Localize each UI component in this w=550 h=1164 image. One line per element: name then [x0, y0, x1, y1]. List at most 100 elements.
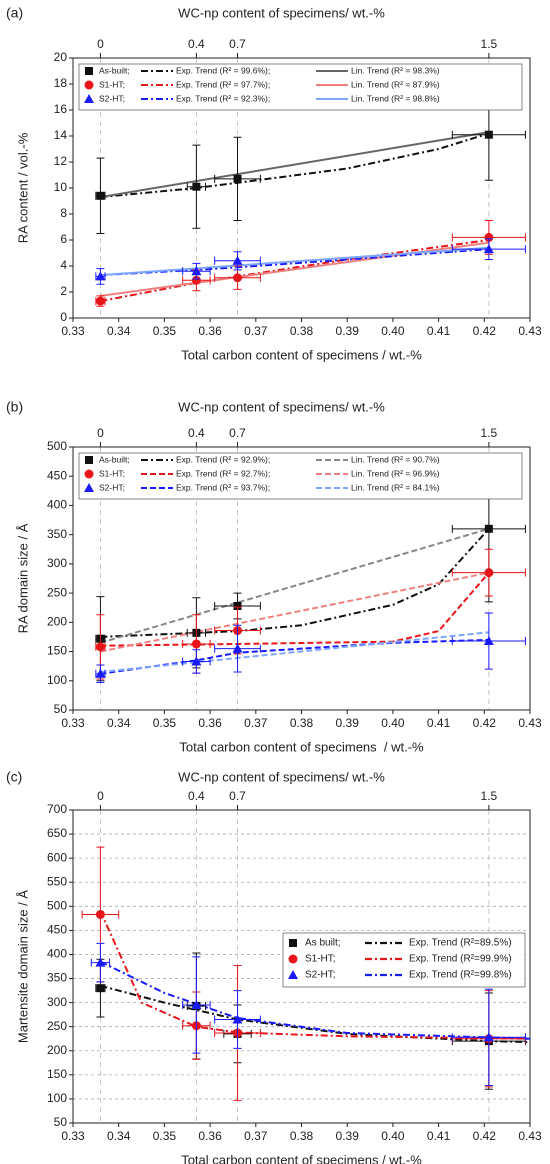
marker [483, 636, 494, 646]
y-tick-label: 200 [47, 615, 67, 629]
legend-label: Exp. Trend (R²=89.5%) [409, 938, 512, 949]
legend-label: S1-HT; [305, 954, 336, 965]
y-tick-label: 700 [47, 802, 67, 816]
legend-label: As built; [305, 938, 341, 949]
legend-label: S1-HT; [99, 79, 125, 89]
marker [233, 601, 242, 610]
x-tick-label: 0.41 [427, 716, 451, 730]
y-tick-label: 350 [47, 527, 67, 541]
marker [95, 668, 106, 678]
marker [96, 191, 105, 200]
marker [84, 483, 94, 492]
top-tick-label: 0.4 [188, 426, 205, 440]
marker [84, 94, 94, 103]
y-tick-label: 250 [47, 1019, 67, 1033]
legend-label: As-built; [99, 65, 130, 75]
y-tick-label: 16 [54, 102, 68, 116]
x-tick-label: 0.35 [153, 716, 177, 730]
top-tick-label: 0 [97, 789, 104, 803]
legend-label: S1-HT; [99, 468, 125, 478]
legend-label: Exp. Trend (R²=99.9%) [409, 954, 512, 965]
y-tick-label: 600 [47, 850, 67, 864]
y-tick-label: 18 [54, 76, 68, 90]
y-tick-label: 100 [47, 1091, 67, 1105]
legend: As built; Exp. Trend (R²=89.5%) S1-HT; Exp.… [282, 932, 526, 988]
y-tick-label: 4 [60, 258, 67, 272]
legend-label: Lin. Trend (R² = 90.7%) [351, 454, 440, 464]
x-tick-label: 0.34 [107, 324, 131, 338]
x-tick-label: 0.38 [290, 1129, 314, 1143]
trend-line [100, 631, 489, 674]
top-tick-label: 1.5 [481, 789, 498, 803]
x-tick-label: 0.43 [518, 324, 542, 338]
y-axis-title: RA content / vol.-% [15, 132, 30, 243]
y-tick-label: 150 [47, 1067, 67, 1081]
x-axis-title: Total carbon content of specimens / wt.-… [179, 739, 424, 754]
trend-line [100, 571, 490, 653]
legend-label: Lin. Trend (R² = 87.9%) [351, 79, 440, 89]
y-tick-label: 500 [47, 439, 67, 453]
marker [84, 469, 94, 479]
marker [288, 954, 298, 964]
marker [95, 296, 105, 306]
top-axis-title: WC-np content of specimens/ wt.-% [178, 769, 385, 784]
legend-label: S2-HT; [99, 93, 125, 103]
marker [192, 182, 201, 191]
marker [95, 909, 105, 919]
trend-line [100, 527, 490, 644]
marker [232, 255, 243, 265]
x-tick-label: 0.40 [381, 716, 405, 730]
x-tick-label: 0.33 [61, 716, 85, 730]
trend-line [100, 246, 489, 277]
trend-line [99, 960, 531, 1040]
marker [484, 524, 493, 533]
x-tick-label: 0.36 [198, 324, 222, 338]
y-tick-label: 400 [47, 498, 67, 512]
legend: As-built; Exp. Trend (R² = 92.9%); Lin. Tr… [78, 452, 523, 500]
legend-label: Exp. Trend (R² = 92.7%); [176, 468, 270, 478]
y-tick-label: 500 [47, 898, 67, 912]
y-tick-label: 650 [47, 826, 67, 840]
x-tick-label: 0.41 [427, 324, 451, 338]
x-tick-label: 0.35 [153, 324, 177, 338]
x-tick-label: 0.37 [244, 716, 268, 730]
x-tick-label: 0.38 [290, 716, 314, 730]
y-tick-label: 200 [47, 1043, 67, 1057]
legend-label: S2-HT; [99, 482, 125, 492]
y-tick-label: 450 [47, 923, 67, 937]
y-tick-label: 10 [54, 180, 68, 194]
x-tick-label: 0.40 [381, 1129, 405, 1143]
x-tick-label: 0.35 [153, 1129, 177, 1143]
y-tick-label: 14 [54, 128, 68, 142]
legend-label: Lin. Trend (R² = 96.9%) [351, 468, 440, 478]
x-tick-label: 0.43 [518, 1129, 542, 1143]
panel-label: (a) [6, 5, 23, 21]
x-tick-label: 0.36 [198, 716, 222, 730]
y-tick-label: 8 [60, 206, 67, 220]
y-tick-label: 150 [47, 644, 67, 658]
marker [191, 275, 201, 285]
y-tick-label: 50 [54, 702, 68, 716]
top-tick-label: 0.4 [188, 789, 205, 803]
x-tick-label: 0.39 [336, 324, 360, 338]
legend-box [282, 932, 526, 988]
marker [232, 1014, 243, 1024]
y-tick-label: 6 [60, 232, 67, 246]
marker [191, 656, 202, 666]
y-tick-label: 450 [47, 468, 67, 482]
marker [96, 984, 105, 993]
top-tick-label: 0.7 [229, 426, 246, 440]
y-tick-label: 300 [47, 556, 67, 570]
x-tick-label: 0.42 [473, 716, 497, 730]
x-tick-label: 0.34 [107, 1129, 131, 1143]
y-tick-label: 50 [54, 1115, 68, 1129]
marker [484, 568, 494, 578]
top-tick-label: 0.7 [229, 789, 246, 803]
y-tick-label: 20 [54, 50, 68, 64]
x-tick-label: 0.37 [244, 1129, 268, 1143]
marker [85, 456, 93, 464]
y-tick-label: 400 [47, 947, 67, 961]
x-tick-label: 0.40 [381, 324, 405, 338]
panel-label: (c) [6, 769, 22, 785]
